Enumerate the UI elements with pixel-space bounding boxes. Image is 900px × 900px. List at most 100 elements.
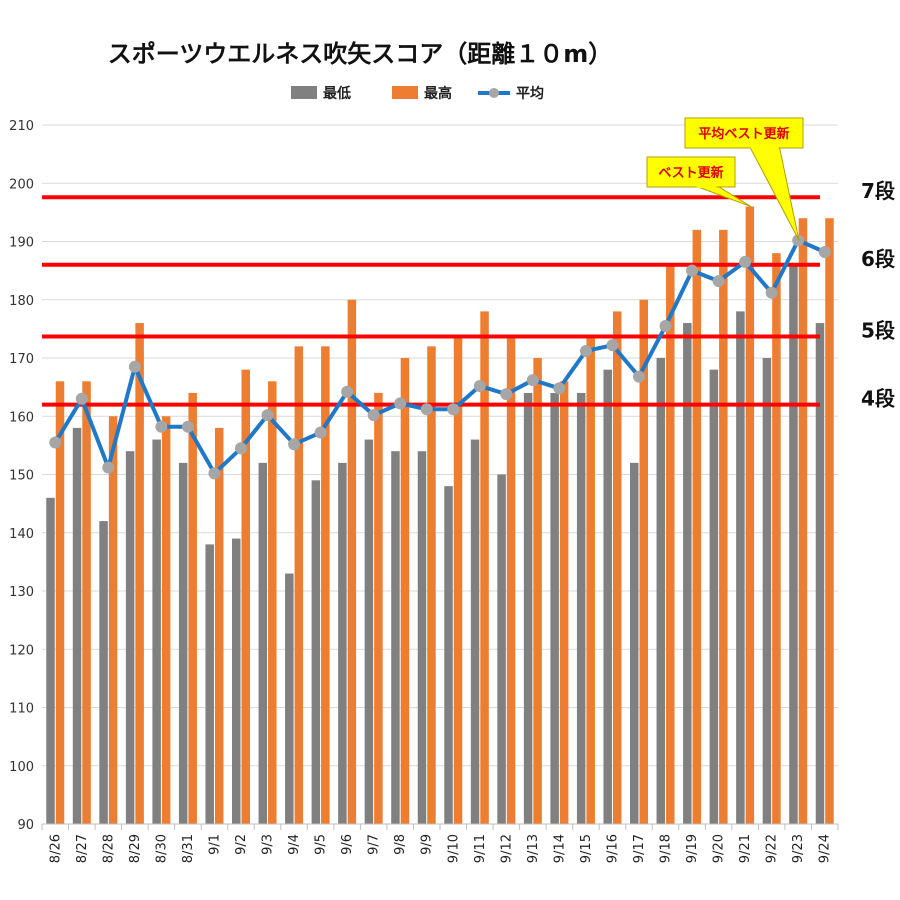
legend-item-avg: 平均 xyxy=(478,85,544,102)
average-line xyxy=(53,238,826,476)
bar-max xyxy=(321,346,330,824)
average-point xyxy=(75,392,88,405)
bar-max xyxy=(294,346,304,824)
bar-min xyxy=(205,544,214,824)
bar-min xyxy=(709,369,719,824)
bar-max xyxy=(480,311,489,824)
y-tick-label: 180 xyxy=(9,294,34,309)
average-point xyxy=(314,426,327,439)
bar-min xyxy=(523,392,533,824)
average-point xyxy=(288,438,301,451)
bar-min xyxy=(152,439,161,824)
gridlines xyxy=(42,124,838,825)
legend-swatch-min xyxy=(291,86,317,99)
x-tick-label: 9/7 xyxy=(367,834,382,855)
chart-title: スポーツウエルネス吹矢スコア（距離１０m） xyxy=(108,40,613,68)
x-tick-label: 9/23 xyxy=(791,834,806,863)
x-tick-label: 9/8 xyxy=(393,834,408,855)
x-tick-label: 9/21 xyxy=(738,834,753,863)
bar-max xyxy=(825,218,834,824)
legend-label-min: 最低 xyxy=(323,85,351,102)
legend-swatch-max xyxy=(392,86,418,99)
bar-max xyxy=(666,264,675,824)
average-point xyxy=(367,409,380,422)
bar-min xyxy=(630,462,639,824)
x-tick-label: 9/18 xyxy=(659,834,674,863)
callout-joint xyxy=(750,146,779,149)
bar-max xyxy=(745,206,755,825)
callouts: ベスト更新 平均ベスト更新 xyxy=(646,117,804,241)
x-tick-label: 9/4 xyxy=(287,834,302,855)
bar-min xyxy=(285,573,294,824)
bar-min xyxy=(178,462,188,824)
average-point xyxy=(553,382,566,395)
average-point xyxy=(526,374,539,387)
bar-min xyxy=(232,538,241,824)
bar-min xyxy=(762,358,772,824)
average-point xyxy=(102,461,115,474)
x-tick-label: 8/26 xyxy=(48,834,63,863)
average-point xyxy=(128,360,141,373)
average-point xyxy=(341,385,354,398)
bar-min xyxy=(789,264,798,824)
average-point xyxy=(500,388,513,401)
x-tick-label: 9/5 xyxy=(314,834,329,855)
average-point xyxy=(818,245,831,258)
bar-max xyxy=(533,358,542,824)
bar-max xyxy=(798,218,808,824)
level-label: 4段 xyxy=(861,387,895,411)
average-point xyxy=(235,442,247,455)
x-tick-label: 9/14 xyxy=(552,834,567,863)
callout-joint xyxy=(696,185,717,188)
average-point xyxy=(181,420,194,433)
average-point xyxy=(606,339,619,352)
bar-min xyxy=(576,392,586,824)
x-axis: 8/26 8/27 8/28 8/29 8/30 8/31 9/1 9/2 9/3 9/4 9/5 9… xyxy=(41,823,839,863)
bar-max xyxy=(241,369,250,824)
average-point xyxy=(712,275,725,288)
bar-max xyxy=(161,416,171,824)
x-tick-label: 9/20 xyxy=(712,834,727,863)
x-tick-label: 9/15 xyxy=(579,834,594,863)
bar-min xyxy=(497,474,506,824)
callout-box xyxy=(684,117,804,149)
average-point xyxy=(420,403,433,416)
x-tick-label: 9/3 xyxy=(261,834,276,855)
bar-min xyxy=(444,486,453,824)
bar-max xyxy=(772,253,781,824)
bar-min xyxy=(125,451,135,824)
average-point xyxy=(473,379,486,392)
bar-max xyxy=(586,334,595,824)
x-tick-label: 9/1 xyxy=(207,834,222,855)
bar-max xyxy=(55,381,65,824)
y-tick-label: 120 xyxy=(9,643,34,658)
x-tick-label: 8/30 xyxy=(154,834,169,863)
bar-max xyxy=(453,334,463,824)
legend: 最低 最高 平均 xyxy=(291,85,544,102)
bar-min xyxy=(72,427,82,824)
legend-label-max: 最高 xyxy=(424,85,452,102)
bar-max xyxy=(374,392,383,824)
average-point xyxy=(155,420,168,433)
bar-min xyxy=(258,462,268,824)
average-point xyxy=(633,370,645,383)
bar-min xyxy=(338,462,347,824)
x-tick-label: 9/22 xyxy=(765,834,780,863)
bar-min xyxy=(46,497,55,824)
x-tick-label: 8/27 xyxy=(75,834,90,863)
x-tick-label: 9/24 xyxy=(818,834,833,863)
callout-box xyxy=(646,156,736,188)
bar-max xyxy=(639,299,648,824)
x-tick-label: 8/28 xyxy=(101,834,116,863)
bar-min xyxy=(736,311,745,824)
bar-max xyxy=(427,346,436,824)
legend-label-avg: 平均 xyxy=(516,85,544,102)
bar-max xyxy=(268,381,277,824)
y-tick-label: 160 xyxy=(9,410,34,425)
bar-max xyxy=(82,381,91,824)
bar-min xyxy=(470,439,480,824)
bar-min xyxy=(683,323,692,824)
x-tick-label: 9/17 xyxy=(632,834,647,863)
x-tick-label: 9/11 xyxy=(473,834,488,863)
